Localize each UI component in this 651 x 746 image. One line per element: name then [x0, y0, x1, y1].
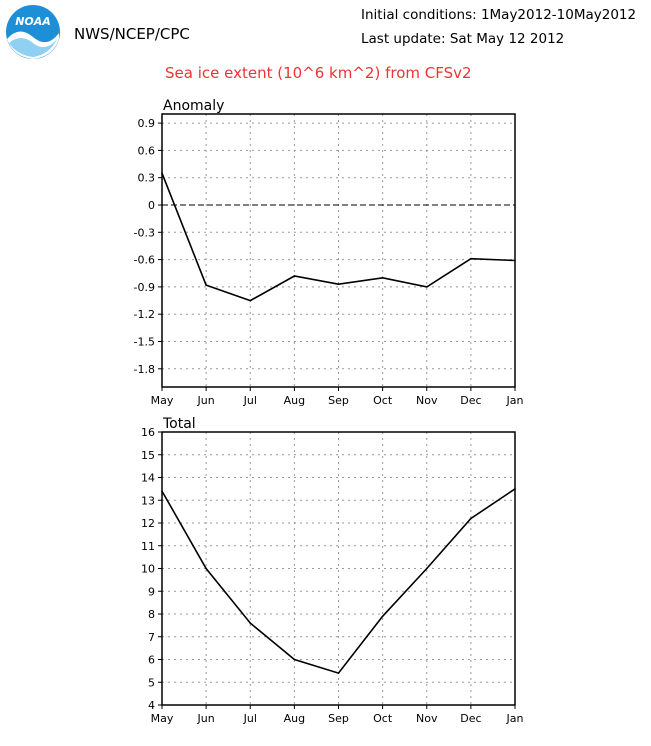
anomaly-xtick-label: Aug: [284, 394, 305, 407]
total-xtick-label: Oct: [373, 712, 393, 725]
anomaly-ytick-label: 0: [148, 199, 155, 212]
anomaly-data-point: [425, 286, 428, 288]
noaa-logo: NOAA: [3, 3, 67, 65]
total-data-point: [205, 567, 207, 570]
total-xtick-label: Jul: [243, 712, 257, 725]
total-ytick-label: 5: [148, 676, 155, 689]
anomaly-ytick-label: -1.8: [134, 363, 155, 376]
anomaly-ytick-label: 0.9: [138, 117, 156, 130]
anomaly-data-point: [293, 275, 296, 277]
total-xtick-label: May: [151, 712, 174, 725]
total-xtick-label: Sep: [328, 712, 349, 725]
initial-conditions: Initial conditions: 1May2012-10May2012: [361, 7, 637, 23]
anomaly-ytick-label: -0.9: [134, 281, 155, 294]
total-xtick-label: Jan: [506, 712, 524, 725]
anomaly-ytick-label: 0.3: [138, 172, 156, 185]
anomaly-xtick-label: May: [151, 394, 174, 407]
anomaly-xtick-label: Nov: [416, 394, 438, 407]
total-ytick-label: 4: [148, 699, 155, 712]
total-ytick-label: 12: [141, 517, 155, 530]
anomaly-ytick-label: 0.6: [138, 144, 156, 157]
total-ytick-label: 13: [141, 494, 155, 507]
total-panel-title: Total: [162, 416, 196, 432]
total-ytick-label: 6: [148, 654, 155, 667]
total-data-point: [249, 622, 252, 624]
total-data-point: [161, 490, 163, 492]
anomaly-xtick-label: Jun: [197, 394, 215, 407]
last-update: Last update: Sat May 12 2012: [361, 31, 565, 47]
anomaly-xtick-label: Jan: [506, 394, 524, 407]
chart-title: Sea ice extent (10^6 km^2) from CFSv2: [165, 64, 472, 82]
total-data-point: [425, 567, 428, 570]
anomaly-xtick-label: Sep: [328, 394, 349, 407]
anomaly-ytick-label: -0.6: [134, 254, 155, 267]
total-xtick-label: Jun: [197, 712, 215, 725]
total-data-point: [293, 658, 296, 661]
anomaly-xtick-label: Jul: [243, 394, 257, 407]
total-data-point: [470, 517, 472, 520]
total-ytick-label: 8: [148, 608, 155, 621]
anomaly-xtick-label: Oct: [373, 394, 393, 407]
org-label: NWS/NCEP/CPC: [74, 25, 190, 43]
anomaly-ytick-label: -1.2: [134, 308, 155, 321]
total-ytick-label: 10: [141, 563, 155, 576]
anomaly-panel-title: Anomaly: [163, 98, 224, 114]
total-xtick-label: Nov: [416, 712, 438, 725]
logo-wave-inner: [9, 38, 57, 57]
anomaly-data-point: [205, 284, 207, 286]
anomaly-data-point: [381, 277, 384, 279]
anomaly-data-point: [337, 283, 340, 285]
total-ytick-label: 15: [141, 449, 155, 462]
total-ytick-label: 7: [148, 631, 155, 644]
anomaly-xtick-label: Dec: [460, 394, 481, 407]
total-xtick-label: Dec: [460, 712, 481, 725]
anomaly-data-point: [161, 172, 163, 174]
anomaly-data-point: [249, 299, 252, 302]
total-data-point: [337, 672, 340, 674]
total-ytick-label: 16: [141, 426, 155, 439]
total-ytick-label: 11: [141, 540, 155, 553]
total-ytick-label: 9: [148, 585, 155, 598]
total-data-point: [381, 615, 384, 618]
anomaly-data-point: [470, 257, 472, 260]
anomaly-ytick-label: -1.5: [134, 336, 155, 349]
anomaly-ytick-label: -0.3: [134, 226, 155, 239]
total-ytick-label: 14: [141, 472, 155, 485]
anomaly-frame: [161, 113, 516, 388]
anomaly-data-point: [514, 259, 516, 262]
total-frame: [161, 431, 516, 706]
total-xtick-label: Aug: [284, 712, 305, 725]
total-data-point: [514, 488, 516, 490]
logo-text: NOAA: [15, 15, 51, 28]
